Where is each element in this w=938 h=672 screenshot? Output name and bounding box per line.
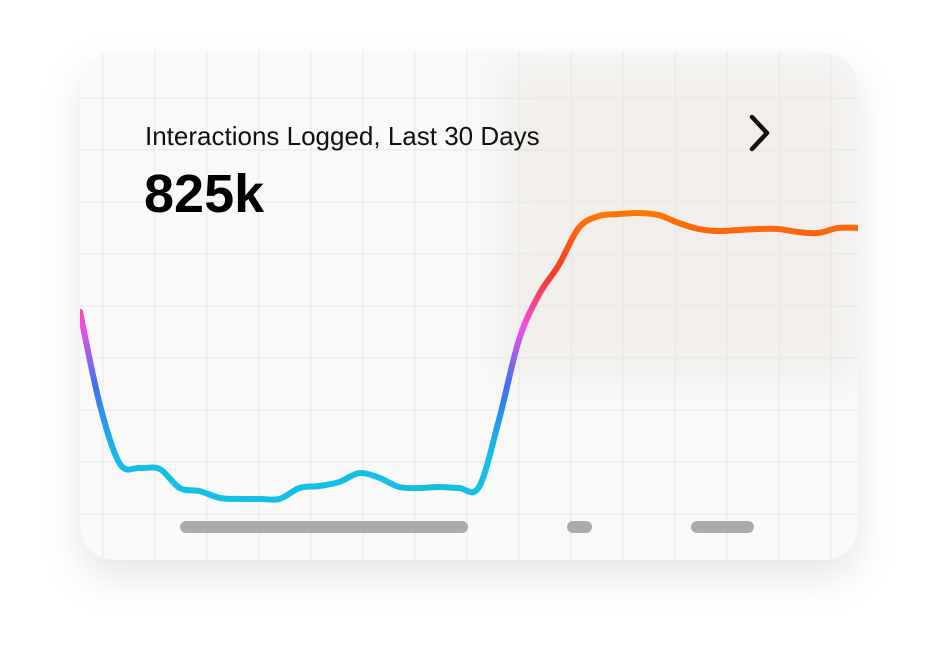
card-title: Interactions Logged, Last 30 Days xyxy=(145,121,540,151)
plot xyxy=(80,52,858,560)
trend-line xyxy=(80,209,858,503)
scroll-pill xyxy=(691,521,754,533)
background-blur xyxy=(500,60,858,380)
chevron-button[interactable] xyxy=(749,114,770,152)
grid xyxy=(80,52,858,560)
scroll-pill xyxy=(180,521,468,533)
scroll-pill xyxy=(567,521,592,533)
headline-value: 825k xyxy=(144,164,265,224)
